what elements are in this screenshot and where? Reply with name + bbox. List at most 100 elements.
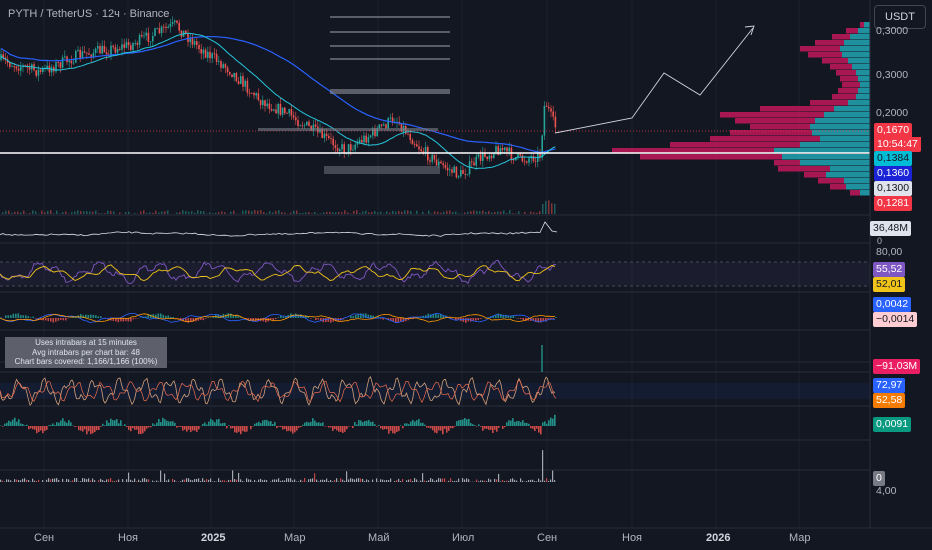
momentum-bar	[8, 420, 10, 426]
momentum-bar	[188, 426, 190, 430]
momentum-bar	[162, 417, 164, 426]
volume-bar	[80, 211, 82, 214]
momentum-bar	[546, 423, 548, 426]
momentum-bar	[198, 426, 200, 430]
candle-body	[134, 42, 136, 44]
currency-button[interactable]: USDT	[874, 5, 926, 29]
candle-body	[523, 161, 526, 163]
momentum-bar	[6, 422, 8, 426]
candle-body	[147, 32, 150, 42]
momentum-bar	[302, 424, 304, 426]
candle-body	[211, 53, 213, 59]
macd-histogram-bar	[307, 316, 310, 318]
activity-bar	[76, 478, 78, 482]
macd-histogram-bar	[430, 314, 432, 318]
candle-body	[233, 72, 235, 78]
activity-bar	[410, 478, 412, 482]
momentum-bar	[426, 426, 428, 428]
rsi-band	[0, 262, 870, 286]
candle-body	[493, 153, 495, 159]
macd-histogram-bar	[55, 318, 57, 322]
activity-bar	[180, 481, 182, 482]
momentum-bar	[68, 420, 70, 426]
momentum-bar	[108, 422, 110, 426]
volume-bar	[146, 213, 148, 214]
volume-bar	[5, 210, 7, 214]
volume-bar	[281, 212, 283, 214]
candle-body	[64, 56, 66, 58]
volume-bar	[83, 211, 85, 214]
activity-bar	[514, 479, 516, 482]
macd-histogram-bar	[60, 318, 62, 321]
activity-bar	[402, 479, 404, 482]
macd-histogram-bar	[230, 313, 232, 318]
candle-body	[88, 53, 90, 55]
symbol-title[interactable]: PYTH / TetherUS · 12ч · Binance	[8, 8, 170, 20]
candle-body	[334, 145, 337, 149]
volume-bar	[308, 211, 310, 214]
candle-body	[224, 64, 227, 68]
momentum-bar	[94, 426, 96, 433]
macd-histogram-bar	[187, 318, 190, 323]
volume-profile-bar-sell	[846, 28, 858, 34]
candle-body	[284, 107, 286, 114]
macd-histogram-bar	[25, 315, 27, 318]
momentum-bar	[212, 420, 214, 426]
macd-histogram-bar	[205, 318, 207, 319]
volume-profile-bar-buy	[858, 28, 870, 34]
momentum-bar	[506, 422, 508, 426]
volume-profile-bar-sell	[612, 148, 774, 154]
activity-bar	[174, 480, 176, 482]
momentum-bar	[96, 426, 98, 431]
momentum-bar	[548, 420, 550, 426]
momentum-bar	[210, 418, 212, 426]
candle-body	[281, 107, 284, 115]
volume-bar	[71, 212, 73, 214]
activity-bar	[516, 480, 518, 482]
momentum-bar	[354, 422, 356, 426]
candle-body	[154, 28, 156, 37]
momentum-bar	[116, 419, 118, 426]
candle-body	[81, 51, 84, 58]
candle-body	[251, 92, 253, 94]
volume-bar	[263, 212, 265, 214]
activity-bar	[398, 478, 400, 482]
momentum-bar	[468, 418, 470, 426]
macd-histogram-bar	[492, 315, 495, 318]
activity-bar	[360, 478, 362, 482]
momentum-bar	[228, 425, 230, 426]
activity-bar	[50, 479, 52, 482]
volume-bar	[488, 211, 490, 214]
activity-bar	[258, 479, 260, 482]
candle-body	[83, 51, 86, 53]
volume-bar	[284, 212, 286, 214]
candle-body	[286, 113, 288, 114]
macd-histogram-bar	[80, 314, 82, 318]
macd-histogram-bar	[332, 318, 335, 322]
momentum-bar	[90, 426, 92, 435]
macd-histogram-bar	[185, 318, 187, 322]
activity-bar	[428, 480, 430, 482]
macd-histogram-bar	[440, 314, 442, 318]
candle-body	[466, 174, 469, 175]
momentum-bar	[280, 426, 282, 427]
candle-body	[444, 165, 447, 168]
momentum-bar	[410, 421, 412, 426]
activity-bar	[190, 479, 192, 482]
candle-body	[264, 100, 266, 107]
candle-body	[438, 161, 440, 166]
volume-profile-bar-buy	[860, 82, 870, 88]
macd-histogram-bar	[310, 318, 312, 319]
volume-bar	[479, 211, 481, 214]
activity-bar	[456, 480, 458, 482]
volume-bar	[77, 210, 79, 214]
activity-bar	[160, 470, 162, 482]
macd-histogram-bar	[555, 317, 557, 318]
momentum-bar	[84, 426, 86, 430]
candle-body	[55, 62, 57, 72]
activity-bar	[342, 479, 344, 482]
activity-bar	[406, 480, 408, 482]
volume-bar	[155, 210, 157, 214]
activity-bar	[100, 478, 102, 482]
